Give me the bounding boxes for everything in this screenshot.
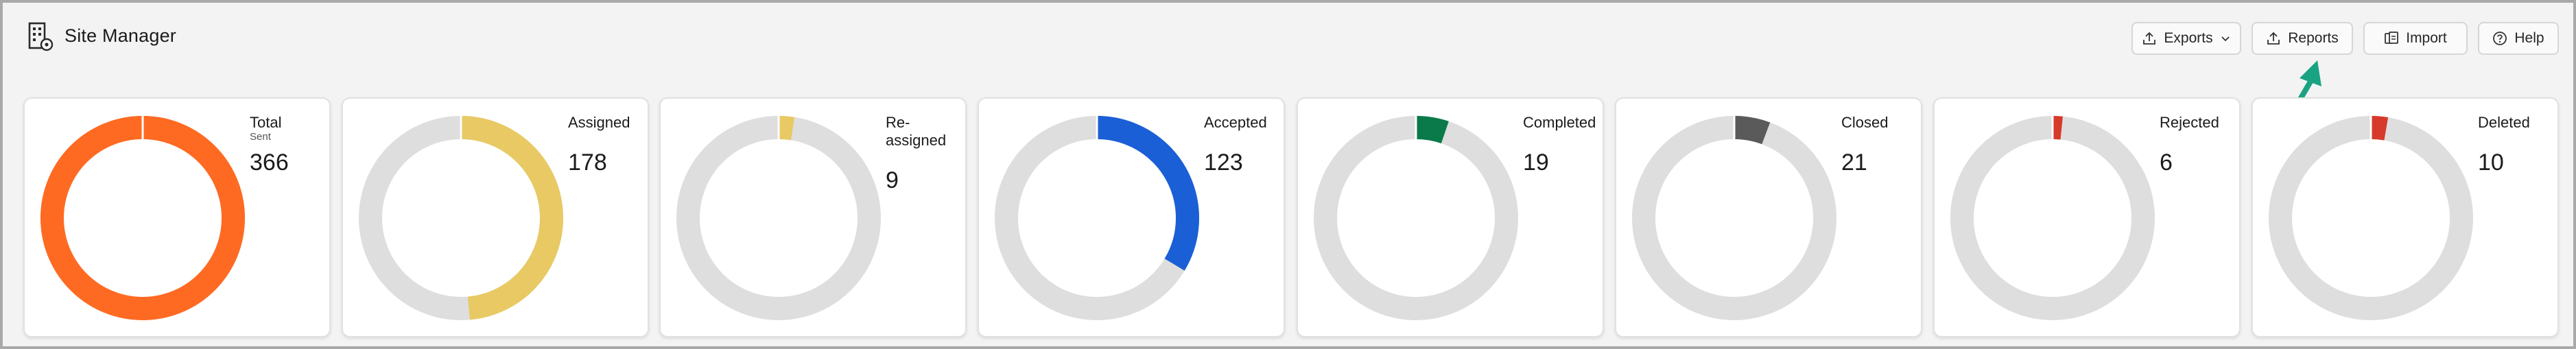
donut-chart <box>40 116 245 320</box>
card-label: Deleted <box>2478 114 2530 131</box>
card-label: Re-assigned <box>886 114 947 149</box>
donut-chart <box>676 116 881 320</box>
card-value: 6 <box>2160 149 2173 176</box>
card-label: Completed <box>1523 114 1596 131</box>
status-card-completed[interactable]: Completed 19 <box>1297 97 1604 337</box>
donut-chart <box>995 116 1199 320</box>
status-card-rejected[interactable]: Rejected 6 <box>1933 97 2241 337</box>
card-label: Accepted <box>1204 114 1267 131</box>
donut-track <box>1314 116 1518 320</box>
donut-chart <box>2269 116 2473 320</box>
help-icon <box>2493 32 2507 45</box>
donut-track <box>676 116 881 320</box>
donut-chart <box>1314 116 1518 320</box>
card-label: Rejected <box>2160 114 2219 131</box>
card-label: Closed <box>1841 114 1889 131</box>
donut-chart <box>1950 116 2155 320</box>
card-sublabel: Sent <box>250 131 271 143</box>
card-label: Total <box>250 114 282 131</box>
page-title: Site Manager <box>64 25 176 46</box>
donut-segment-total <box>40 116 245 320</box>
upload-icon <box>2267 32 2280 45</box>
status-card-closed[interactable]: Closed 21 <box>1615 97 1922 337</box>
upload-icon <box>2143 32 2156 45</box>
chevron-down-icon <box>2221 36 2230 42</box>
card-value: 21 <box>1841 149 1867 176</box>
import-icon <box>2385 32 2399 44</box>
donut-track <box>2269 116 2473 320</box>
exports-button[interactable]: Exports <box>2131 22 2241 55</box>
status-card-reassigned[interactable]: Re-assigned 9 <box>659 97 967 337</box>
card-value: 366 <box>250 149 289 176</box>
card-value: 19 <box>1523 149 1549 176</box>
building-icon <box>28 22 54 51</box>
status-card-deleted[interactable]: Deleted 10 <box>2252 97 2559 337</box>
donut-chart <box>1632 116 1836 320</box>
donut-chart <box>359 116 563 320</box>
page-header: Site Manager Exports Reports <box>3 3 2573 139</box>
help-button[interactable]: Help <box>2478 22 2559 55</box>
card-value: 123 <box>1204 149 1243 176</box>
card-value: 178 <box>568 149 607 176</box>
reports-label: Reports <box>2288 30 2339 46</box>
reports-button[interactable]: Reports <box>2252 22 2353 55</box>
donut-track <box>1950 116 2155 320</box>
status-card-total[interactable]: Total Sent 366 <box>23 97 331 337</box>
status-card-accepted[interactable]: Accepted 123 <box>978 97 1285 337</box>
exports-label: Exports <box>2164 30 2213 46</box>
donut-track <box>1632 116 1836 320</box>
import-label: Import <box>2406 30 2447 46</box>
status-card-assigned[interactable]: Assigned 178 <box>342 97 649 337</box>
import-button[interactable]: Import <box>2363 22 2468 55</box>
card-value: 9 <box>886 167 899 193</box>
card-value: 10 <box>2478 149 2504 176</box>
card-label: Assigned <box>568 114 630 131</box>
help-label: Help <box>2514 30 2544 46</box>
